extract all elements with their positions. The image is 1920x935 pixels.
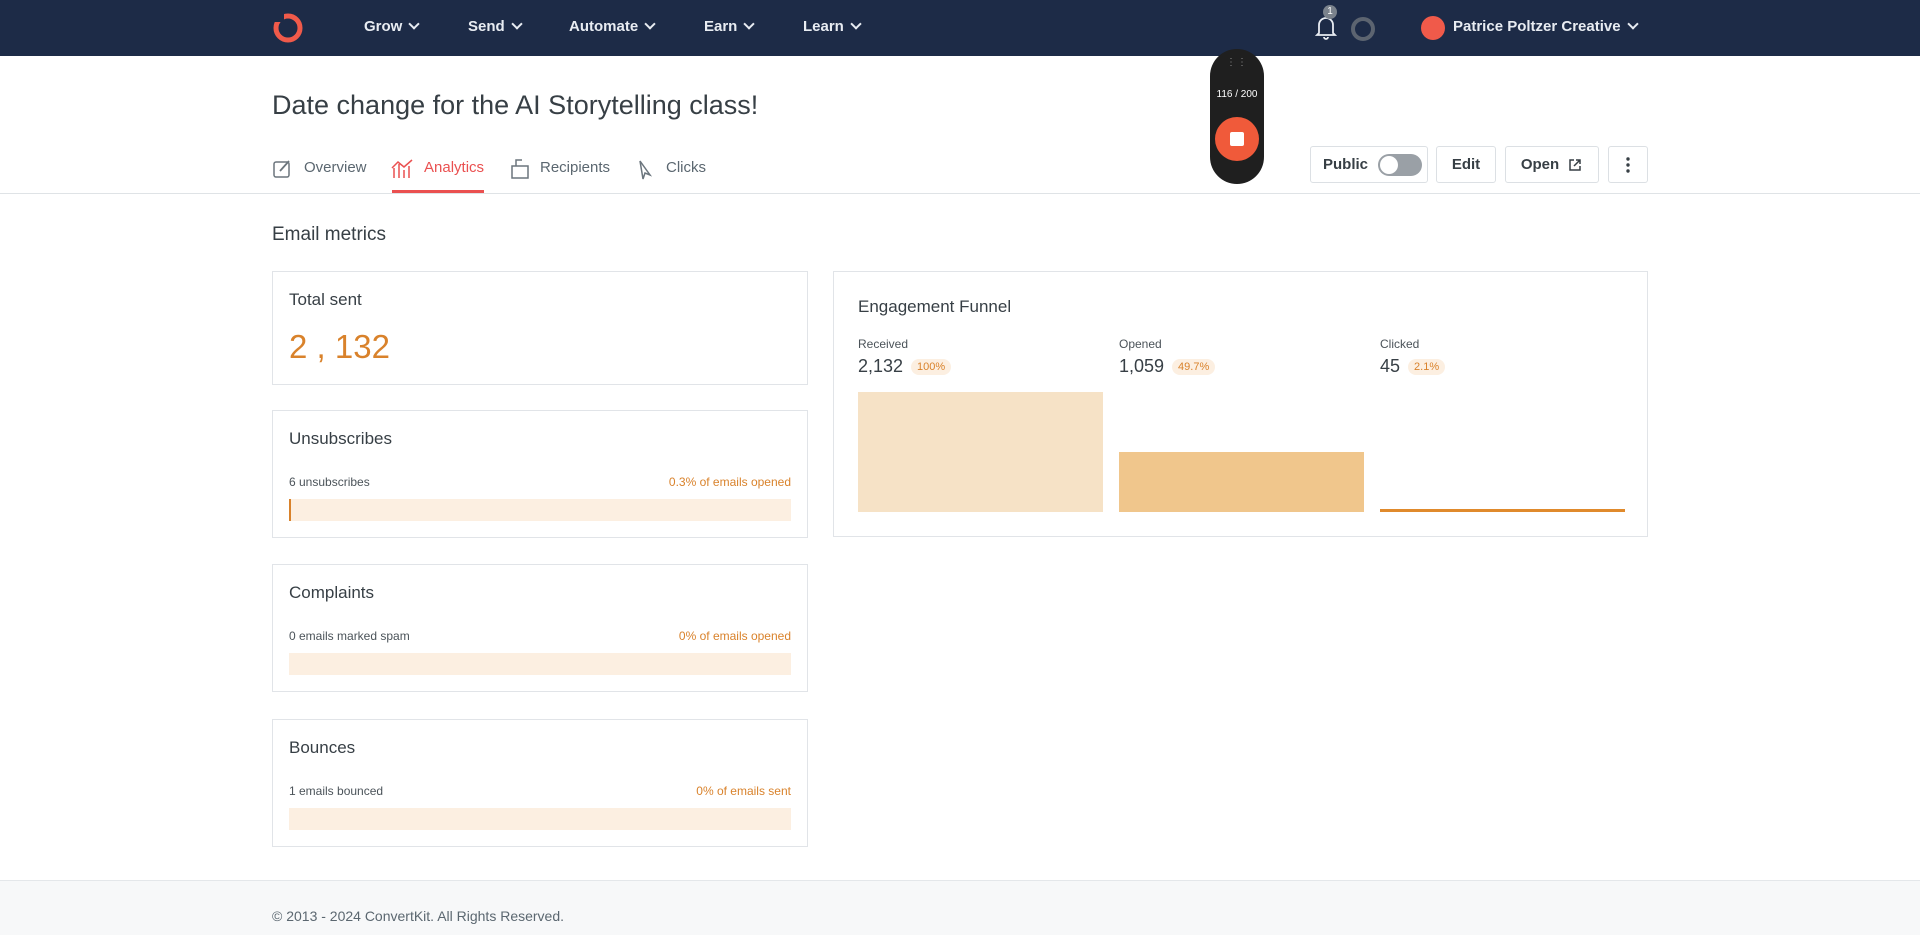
toggle-switch[interactable] [1378, 153, 1423, 176]
funnel-bar [858, 392, 1103, 512]
funnel-card: Engagement Funnel Received 2,132 100% Opene… [833, 271, 1648, 537]
stage-count: 45 [1380, 356, 1401, 376]
funnel-title: Engagement Funnel [858, 297, 1012, 316]
recorder-counter: 116 / 200 [1216, 89, 1258, 100]
funnel-bar [1380, 509, 1625, 512]
tab-analytics[interactable]: Analytics [424, 159, 485, 176]
funnel-bar [1119, 452, 1364, 512]
nav-learn[interactable]: Learn [803, 18, 860, 35]
logo[interactable] [272, 12, 304, 44]
active-tab-underline [392, 190, 484, 193]
recorder-widget: ⋮⋮ 116 / 200 [1210, 49, 1264, 184]
open-label: Open [1520, 156, 1560, 173]
open-button[interactable]: Open [1505, 146, 1599, 183]
card-title: Unsubscribes [289, 429, 392, 448]
stage-stats: 45 2.1% [1380, 356, 1446, 377]
tab-clicks[interactable]: Clicks [666, 159, 706, 176]
total-sent-value: 2 , 132 [289, 328, 390, 365]
card-detail: 6 unsubscribes [289, 475, 370, 489]
tab-overview[interactable]: Overview [304, 159, 367, 176]
card-rate: 0% of emails sent [696, 784, 791, 798]
footer: © 2013 - 2024 ConvertKit. All Rights Res… [0, 880, 1920, 935]
stage-percent: 2.1% [1408, 358, 1446, 375]
avatar[interactable] [1421, 16, 1445, 40]
card-title: Total sent [289, 290, 362, 309]
page-title: Date change for the AI Storytelling clas… [272, 90, 759, 120]
progress-fill [289, 499, 291, 521]
stage-stats: 2,132 100% [858, 356, 952, 377]
nav-automate[interactable]: Automate [569, 18, 654, 35]
section-title: Email metrics [272, 224, 387, 245]
progress-track [289, 499, 791, 521]
metric-card: Bounces 1 emails bounced 0% of emails sent [272, 719, 808, 847]
footer-text: © 2013 - 2024 ConvertKit. All Rights Res… [272, 908, 565, 924]
tab-recipients[interactable]: Recipients [540, 159, 611, 176]
nav-grow[interactable]: Grow [364, 18, 418, 35]
metric-card: Unsubscribes 6 unsubscribes 0.3% of emails… [272, 410, 808, 538]
card-rate: 0% of emails opened [678, 629, 791, 643]
nav-send[interactable]: Send [468, 18, 521, 35]
public-toggle[interactable]: Public [1310, 146, 1428, 183]
stage-count: 1,059 [1119, 356, 1165, 376]
stage-label: Received [858, 337, 909, 351]
nav-earn[interactable]: Earn [704, 18, 753, 35]
total-sent-card: Total sent 2 , 132 [272, 271, 808, 385]
card-detail: 1 emails bounced [289, 784, 384, 798]
stage-label: Clicked [1380, 337, 1420, 351]
tab-icons [273, 159, 653, 180]
card-title: Complaints [289, 583, 375, 602]
more-button[interactable] [1608, 146, 1648, 183]
header-divider [0, 193, 1920, 194]
progress-track [289, 653, 791, 675]
stage-stats: 1,059 49.7% [1119, 356, 1216, 377]
progress-track [289, 808, 791, 830]
stage-count: 2,132 [858, 356, 904, 376]
card-detail: 0 emails marked spam [289, 629, 410, 643]
edit-button[interactable]: Edit [1436, 146, 1496, 183]
metric-card: Complaints 0 emails marked spam 0% of emai… [272, 564, 808, 692]
card-title: Bounces [289, 738, 356, 757]
status-ring [1351, 17, 1375, 41]
account-menu[interactable]: Patrice Poltzer Creative [1453, 18, 1637, 35]
public-label: Public [1323, 156, 1369, 173]
stage-percent: 100% [911, 358, 952, 375]
card-rate: 0.3% of emails opened [668, 475, 791, 489]
notification-badge: 1 [1323, 5, 1337, 19]
stage-percent: 49.7% [1172, 358, 1216, 375]
stop-button[interactable] [1215, 117, 1259, 161]
stage-label: Opened [1119, 337, 1162, 351]
drag-handle[interactable]: ⋮⋮ [1226, 57, 1248, 68]
top-nav: Grow Send Automate Earn Learn 1 Patrice … [0, 0, 1920, 56]
